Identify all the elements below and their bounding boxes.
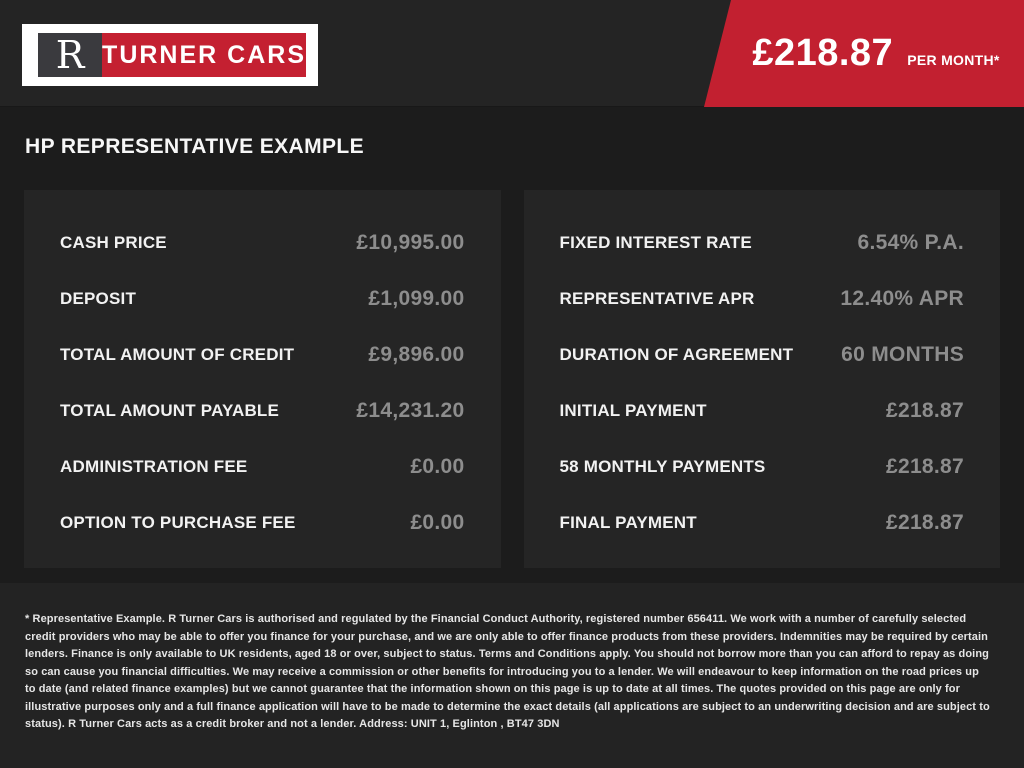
finance-row-label: INITIAL PAYMENT	[559, 401, 707, 420]
finance-row-label: TOTAL AMOUNT OF CREDIT	[60, 345, 295, 364]
monthly-price-banner: £218.87 PER MONTH*	[704, 0, 1024, 107]
main-content: HP REPRESENTATIVE EXAMPLE CASH PRICE £10…	[0, 107, 1024, 568]
table-row: FIXED INTEREST RATE 6.54% P.A.	[560, 215, 965, 271]
page-title: HP REPRESENTATIVE EXAMPLE	[25, 135, 365, 158]
finance-row-label: DURATION OF AGREEMENT	[559, 345, 794, 364]
finance-row-label: 58 MONTHLY PAYMENTS	[559, 457, 766, 476]
finance-row-label: CASH PRICE	[60, 233, 167, 252]
finance-row-label: TOTAL AMOUNT PAYABLE	[60, 401, 280, 420]
finance-row-label: OPTION TO PURCHASE FEE	[60, 513, 296, 532]
finance-row-value: £218.87	[885, 511, 964, 534]
table-row: CASH PRICE £10,995.00	[60, 215, 465, 271]
table-row: INITIAL PAYMENT £218.87	[560, 383, 965, 439]
finance-row-label: FINAL PAYMENT	[559, 513, 697, 532]
finance-row-value: 12.40% APR	[840, 287, 964, 310]
finance-panel-right: FIXED INTEREST RATE 6.54% P.A. REPRESENT…	[523, 190, 1000, 568]
monthly-price-period: PER MONTH*	[907, 52, 1000, 68]
table-row: DEPOSIT £1,099.00	[60, 271, 465, 327]
header: R TURNER CARS £218.87 PER MONTH*	[0, 0, 1024, 107]
monthly-price-amount: £218.87	[752, 32, 894, 74]
finance-row-value: £9,896.00	[368, 343, 465, 366]
table-row: OPTION TO PURCHASE FEE £0.00	[60, 495, 465, 551]
logo-brand-name: TURNER CARS	[102, 33, 306, 77]
table-row: DURATION OF AGREEMENT 60 MONTHS	[560, 327, 965, 383]
table-row: TOTAL AMOUNT PAYABLE £14,231.20	[60, 383, 465, 439]
finance-panels: CASH PRICE £10,995.00 DEPOSIT £1,099.00 …	[24, 190, 1000, 568]
table-row: ADMINISTRATION FEE £0.00	[60, 439, 465, 495]
finance-row-value: £14,231.20	[356, 399, 465, 422]
finance-row-value: £0.00	[410, 455, 465, 478]
monthly-price-inner: £218.87 PER MONTH*	[752, 32, 999, 75]
footer: * Representative Example. R Turner Cars …	[0, 583, 1024, 768]
finance-row-value: 60 MONTHS	[841, 343, 964, 366]
logo-r-monogram: R	[38, 33, 103, 77]
finance-row-value: £0.00	[410, 511, 465, 534]
finance-row-value: £218.87	[885, 455, 964, 478]
dealer-logo[interactable]: R TURNER CARS	[22, 24, 318, 86]
finance-row-label: ADMINISTRATION FEE	[60, 457, 248, 476]
finance-row-label: FIXED INTEREST RATE	[559, 233, 752, 252]
finance-row-label: DEPOSIT	[60, 289, 137, 308]
finance-row-label: REPRESENTATIVE APR	[559, 289, 755, 308]
legal-disclaimer: * Representative Example. R Turner Cars …	[25, 613, 990, 730]
finance-panel-left: CASH PRICE £10,995.00 DEPOSIT £1,099.00 …	[24, 190, 501, 568]
finance-row-value: £1,099.00	[368, 287, 465, 310]
dealer-logo-band: R TURNER CARS	[38, 33, 306, 77]
table-row: 58 MONTHLY PAYMENTS £218.87	[560, 439, 965, 495]
finance-row-value: £10,995.00	[356, 231, 465, 254]
table-row: TOTAL AMOUNT OF CREDIT £9,896.00	[60, 327, 465, 383]
finance-row-value: 6.54% P.A.	[857, 231, 964, 254]
table-row: REPRESENTATIVE APR 12.40% APR	[560, 271, 965, 327]
finance-row-value: £218.87	[885, 399, 964, 422]
table-row: FINAL PAYMENT £218.87	[560, 495, 965, 551]
